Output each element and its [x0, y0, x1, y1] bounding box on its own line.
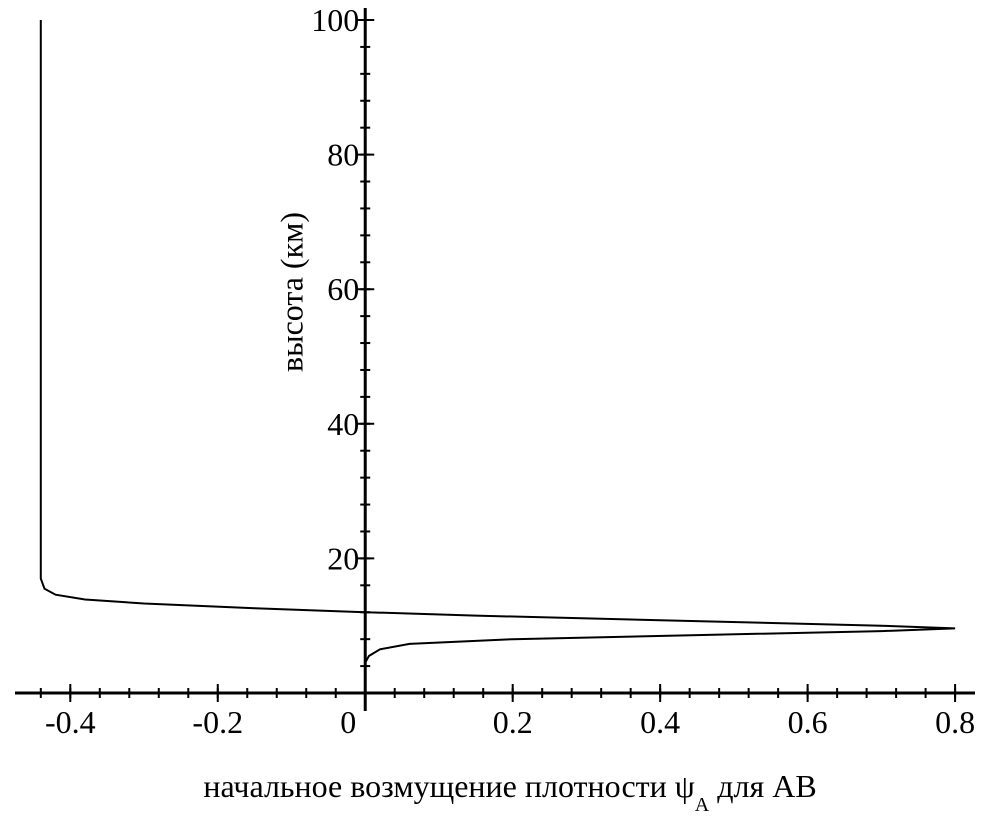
x-axis-label: начальное возмущение плотности ψA для AB — [203, 768, 816, 816]
y-axis-label: высота (км) — [273, 212, 309, 372]
x-tick-label: 0.6 — [788, 704, 828, 740]
curve — [39, 20, 956, 664]
y-tick-label: 100 — [311, 2, 359, 38]
y-tick-label: 80 — [327, 137, 359, 173]
x-label-end: для AB — [709, 768, 816, 804]
x-tick-label: 0.2 — [493, 704, 533, 740]
x-tick-label: 0.8 — [935, 704, 975, 740]
x-tick-label: -0.2 — [192, 704, 243, 740]
x-tick-label: 0 — [340, 704, 356, 740]
x-tick-label: -0.4 — [45, 704, 96, 740]
x-tick-label: 0.4 — [640, 704, 680, 740]
y-tick-label: 40 — [327, 406, 359, 442]
y-tick-label: 60 — [327, 271, 359, 307]
x-label-sub: A — [695, 794, 710, 816]
y-tick-label: 20 — [327, 540, 359, 576]
x-label-main: начальное возмущение плотности ψ — [203, 768, 694, 804]
